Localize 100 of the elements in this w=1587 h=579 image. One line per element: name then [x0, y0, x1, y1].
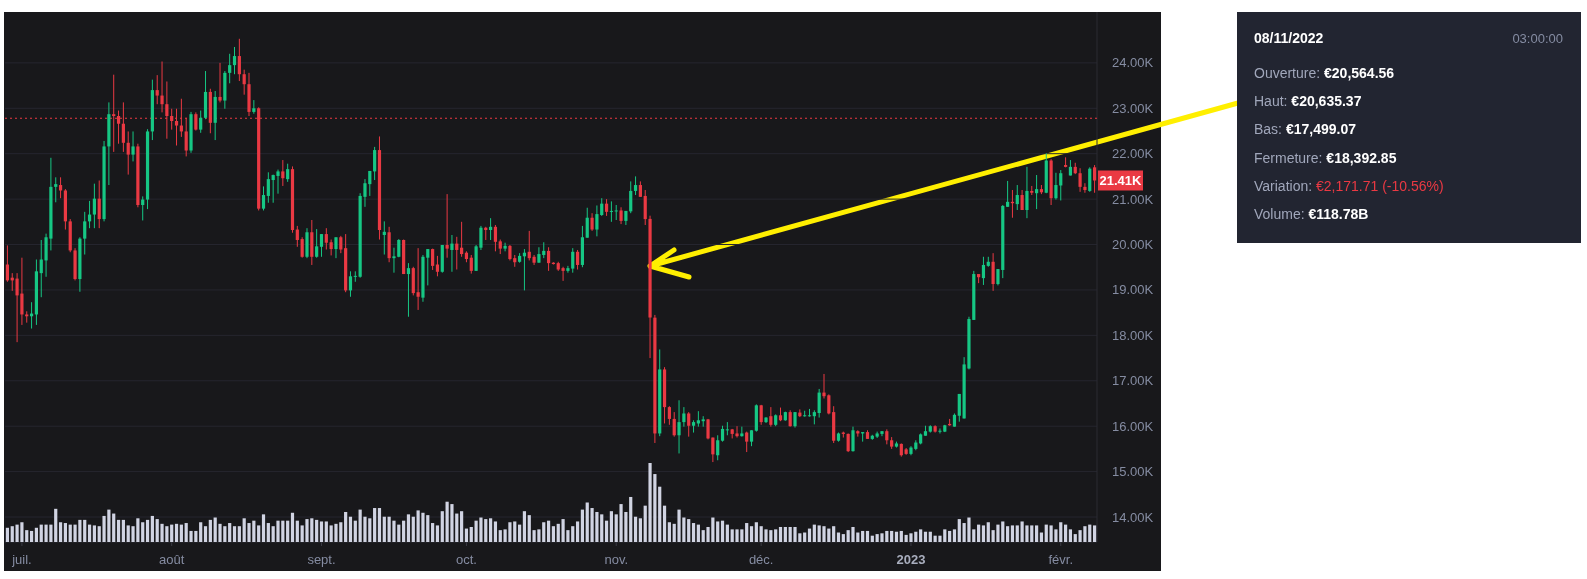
- bar: [986, 522, 990, 542]
- bar: [179, 524, 183, 542]
- candlestick: [334, 236, 338, 259]
- candlestick: [851, 426, 855, 453]
- bar: [160, 523, 164, 542]
- bar: [324, 521, 328, 542]
- candlestick: [672, 411, 676, 438]
- bar: [745, 523, 749, 542]
- bar: [440, 511, 444, 542]
- bar: [667, 522, 671, 542]
- candlestick: [469, 254, 473, 275]
- candlestick: [537, 246, 541, 264]
- x-tick-label: juil.: [11, 551, 32, 567]
- bar: [923, 531, 928, 542]
- text: 08/11/2022: [1254, 29, 1324, 46]
- candlestick: [735, 425, 739, 439]
- bar: [720, 520, 725, 542]
- bar: [174, 523, 179, 542]
- bar: [1063, 524, 1068, 542]
- bar: [764, 529, 768, 542]
- bar: [232, 526, 237, 542]
- x-tick-label: nov.: [604, 551, 629, 567]
- bar: [1010, 525, 1015, 542]
- candlestick: [450, 234, 454, 273]
- y-tick-label: 20.00K: [1112, 237, 1154, 253]
- bar: [793, 526, 797, 542]
- candlestick: [1035, 174, 1039, 210]
- candlestick: [769, 406, 773, 428]
- candlestick: [493, 224, 498, 252]
- bar: [145, 519, 150, 542]
- candlestick: [416, 247, 420, 311]
- candlestick: [846, 432, 850, 453]
- bar: [841, 534, 845, 542]
- candlestick: [682, 406, 686, 428]
- bar: [29, 530, 34, 542]
- bar: [783, 526, 787, 542]
- candlestick: [991, 252, 995, 292]
- bar: [353, 520, 357, 542]
- candlestick: [295, 225, 299, 248]
- bar: [112, 513, 116, 542]
- x-tick-label: 2023: [896, 551, 926, 567]
- bar: [63, 523, 67, 542]
- candlestick: [957, 393, 961, 423]
- bar: [266, 523, 270, 542]
- candlestick: [667, 405, 671, 426]
- candlestick: [97, 179, 101, 229]
- text: Variation: €2,171.71 (-10.56%): [1254, 177, 1444, 194]
- bar: [580, 509, 585, 542]
- bar: [638, 518, 642, 542]
- bar: [199, 522, 203, 542]
- bar: [609, 511, 613, 542]
- candlestick: [716, 434, 720, 461]
- y-tick-label: 17.00K: [1112, 373, 1154, 389]
- candlestick: [348, 270, 353, 298]
- text: 21.41K: [1099, 173, 1143, 189]
- candlestick: [199, 110, 203, 134]
- candlestick: [1088, 166, 1092, 193]
- bar: [334, 523, 338, 542]
- bar: [633, 516, 638, 542]
- bar: [208, 519, 212, 542]
- candlestick: [126, 130, 130, 176]
- bar: [861, 530, 865, 542]
- candlestick: [938, 427, 942, 434]
- bar: [749, 526, 754, 542]
- bar: [909, 533, 913, 542]
- bar: [1092, 525, 1097, 542]
- candlestick: [300, 236, 304, 259]
- bar: [812, 524, 816, 542]
- bar: [406, 514, 411, 542]
- candlestick: [546, 246, 551, 272]
- bar: [604, 520, 609, 542]
- x-tick-label: sept.: [307, 551, 336, 567]
- y-tick-label: 14.00K: [1112, 509, 1154, 525]
- bar: [658, 486, 662, 542]
- bar: [735, 529, 739, 542]
- bar: [87, 524, 92, 542]
- bar: [464, 528, 469, 542]
- bar: [919, 529, 923, 542]
- bar: [977, 524, 981, 542]
- bar: [1025, 525, 1029, 542]
- candlestick: [460, 221, 464, 258]
- bar: [957, 519, 961, 542]
- candlestick: [1054, 172, 1058, 201]
- bar: [1035, 525, 1039, 542]
- candlestick: [1083, 182, 1087, 194]
- candlestick: [406, 262, 411, 318]
- candlestick: [817, 388, 821, 419]
- bar: [431, 523, 435, 542]
- bar: [92, 525, 96, 542]
- bar: [121, 519, 125, 542]
- text: Volume: €118.78B: [1254, 205, 1369, 222]
- bar: [546, 520, 551, 542]
- bar: [899, 530, 903, 542]
- bar: [575, 521, 580, 542]
- bar: [5, 527, 10, 542]
- bar: [421, 512, 425, 542]
- bar: [373, 508, 377, 542]
- candlestick: [373, 146, 377, 181]
- candlestick: [561, 266, 565, 282]
- candlestick: [353, 270, 357, 283]
